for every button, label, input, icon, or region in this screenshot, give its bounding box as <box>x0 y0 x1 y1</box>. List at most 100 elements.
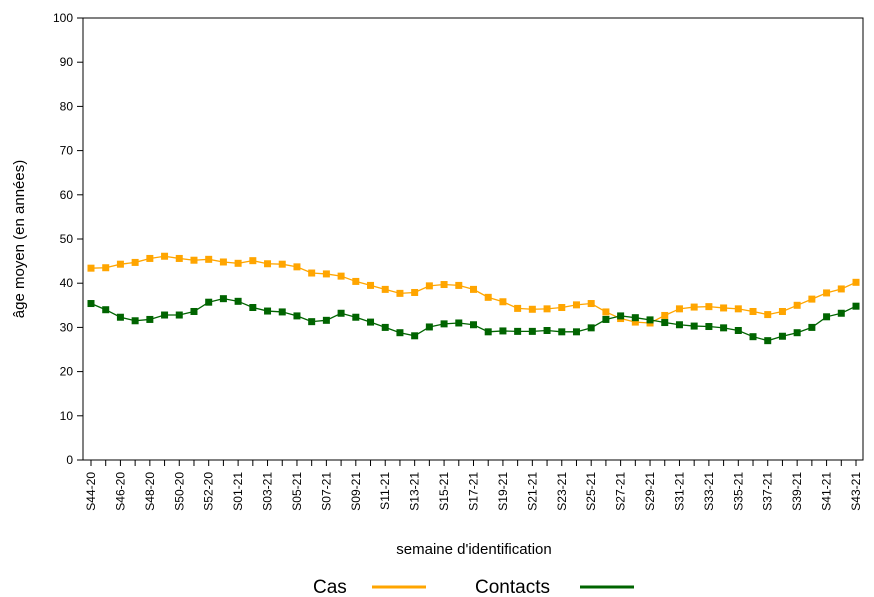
data-point-contacts <box>470 321 477 329</box>
data-point-cas <box>837 285 845 293</box>
data-point-contacts <box>823 313 831 321</box>
data-point-contacts <box>646 316 654 324</box>
data-point-cas <box>425 282 433 290</box>
data-point-cas <box>823 289 831 297</box>
legend: Cas Contacts <box>313 577 634 597</box>
x-tick-label: S09-21 <box>349 472 363 511</box>
data-point-contacts <box>278 308 286 316</box>
y-tick-label: 0 <box>66 453 73 467</box>
data-point-contacts <box>793 329 801 337</box>
data-point-cas <box>455 281 463 289</box>
y-tick-label: 40 <box>60 276 74 290</box>
data-point-contacts <box>528 327 536 335</box>
x-tick-label: S15-21 <box>437 472 451 511</box>
data-point-contacts <box>425 323 433 331</box>
y-tick-label: 60 <box>60 188 74 202</box>
x-tick-label: S07-21 <box>319 472 333 511</box>
data-point-cas <box>161 252 169 260</box>
data-point-contacts <box>455 319 463 327</box>
data-point-contacts <box>146 315 154 323</box>
data-point-contacts <box>293 312 301 320</box>
data-point-contacts <box>602 315 610 323</box>
x-axis-title: semaine d'identification <box>396 541 551 558</box>
data-point-cas <box>587 300 595 308</box>
y-tick-label: 10 <box>60 409 74 423</box>
data-point-cas <box>720 304 728 312</box>
x-tick-label: S29-21 <box>643 472 657 511</box>
data-point-cas <box>572 301 580 309</box>
data-point-cas <box>602 308 610 316</box>
y-tick-label: 30 <box>60 320 74 334</box>
data-point-cas <box>661 311 669 319</box>
data-point-cas <box>131 258 139 266</box>
data-point-cas <box>293 263 301 271</box>
data-point-cas <box>440 281 448 289</box>
y-tick-label: 70 <box>60 144 74 158</box>
data-point-contacts <box>852 302 860 310</box>
data-point-contacts <box>205 298 213 306</box>
data-point-contacts <box>264 307 272 315</box>
data-point-contacts <box>322 316 330 324</box>
data-point-cas <box>484 293 492 301</box>
data-point-cas <box>499 298 507 306</box>
x-tick-label: S01-21 <box>231 472 245 511</box>
data-point-contacts <box>617 312 625 320</box>
data-point-contacts <box>720 324 728 332</box>
x-tick-label: S52-20 <box>202 472 216 511</box>
x-tick-label: S50-20 <box>172 472 186 511</box>
data-point-cas <box>205 255 213 263</box>
data-point-contacts <box>749 333 757 341</box>
data-point-contacts <box>631 314 639 322</box>
data-point-contacts <box>175 311 183 319</box>
data-point-contacts <box>543 326 551 334</box>
y-axis: 0 10 20 30 40 50 60 70 80 90 100 <box>53 11 83 467</box>
data-point-cas <box>734 305 742 313</box>
data-point-contacts <box>367 318 375 326</box>
x-tick-label: S03-21 <box>261 472 275 511</box>
data-point-cas <box>264 260 272 268</box>
data-point-contacts <box>558 328 566 336</box>
data-point-cas <box>778 307 786 315</box>
x-tick-label: S41-21 <box>820 472 834 511</box>
data-point-contacts <box>87 300 95 308</box>
data-point-contacts <box>705 323 713 331</box>
x-tick-label: S17-21 <box>467 472 481 511</box>
x-tick-label: S31-21 <box>672 472 686 511</box>
y-tick-label: 80 <box>60 99 74 113</box>
data-point-contacts <box>190 307 198 315</box>
data-point-cas <box>190 256 198 264</box>
data-point-contacts <box>381 323 389 331</box>
data-point-contacts <box>234 297 242 305</box>
data-point-cas <box>87 264 95 272</box>
series-layer <box>87 252 860 345</box>
x-tick-label: S39-21 <box>790 472 804 511</box>
data-point-contacts <box>690 322 698 330</box>
data-point-cas <box>381 285 389 293</box>
data-point-contacts <box>249 304 257 312</box>
data-point-contacts <box>661 319 669 327</box>
data-point-cas <box>308 269 316 277</box>
data-point-cas <box>764 311 772 319</box>
data-point-contacts <box>675 321 683 329</box>
data-point-cas <box>793 301 801 309</box>
data-point-contacts <box>337 309 345 317</box>
x-tick-label: S21-21 <box>525 472 539 511</box>
data-point-cas <box>116 260 124 268</box>
x-tick-label: S13-21 <box>408 472 422 511</box>
x-tick-label: S43-21 <box>849 472 863 511</box>
y-axis-title: âge moyen (en années) <box>11 160 28 318</box>
x-tick-label: S11-21 <box>378 472 392 510</box>
data-point-contacts <box>411 332 419 340</box>
x-tick-label: S44-20 <box>84 472 98 511</box>
data-point-cas <box>631 318 639 326</box>
data-point-cas <box>543 305 551 313</box>
data-point-contacts <box>219 295 227 303</box>
x-tick-label: S48-20 <box>143 472 157 511</box>
x-tick-label: S23-21 <box>555 472 569 511</box>
y-tick-label: 90 <box>60 55 74 69</box>
data-point-contacts <box>161 311 169 319</box>
x-tick-label: S05-21 <box>290 472 304 511</box>
data-point-contacts <box>116 313 124 321</box>
data-point-cas <box>514 304 522 312</box>
y-tick-label: 20 <box>60 365 74 379</box>
